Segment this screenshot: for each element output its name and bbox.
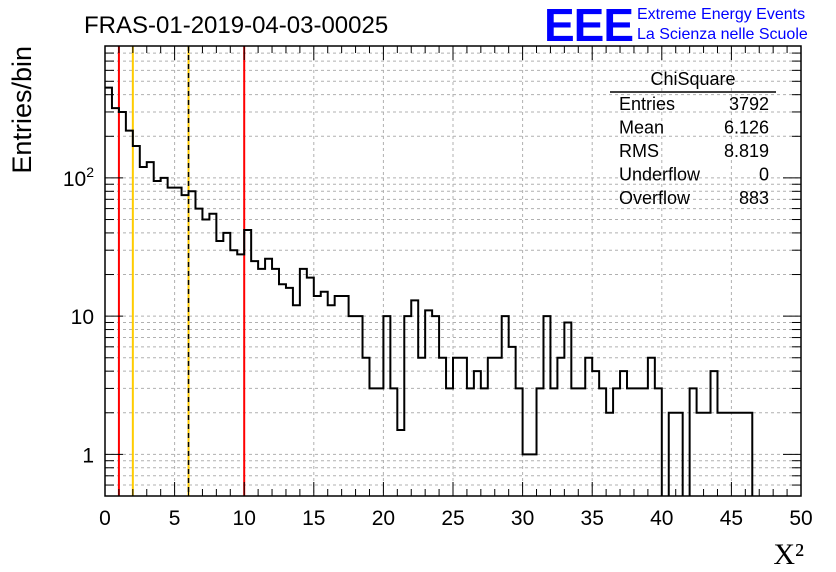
stats-label: Mean (619, 118, 664, 138)
stats-value: 6.126 (724, 118, 769, 138)
x-tick-label: 25 (441, 507, 464, 530)
x-tick-label: 20 (372, 507, 395, 530)
eee-logo: EEE Extreme Energy Events La Scienza nel… (544, 0, 834, 51)
tick-labels: 0 5 10 15 20 25 30 35 40 45 50 1 10 102 (63, 164, 813, 530)
logo-mark: EEE (544, 0, 634, 51)
stats-value: 3792 (729, 94, 769, 114)
x-axis-label: X² (773, 538, 804, 571)
stats-label: Underflow (619, 165, 701, 185)
y-tick-label: 1 (82, 444, 94, 467)
stats-rows: Entries 3792 Mean 6.126 RMS 8.819 Underflow 0 Ov… (619, 94, 769, 208)
stats-label: Entries (619, 94, 675, 114)
stats-label: RMS (619, 141, 659, 161)
y-axis-label: Entries/bin (7, 46, 37, 174)
stats-box: ChiSquare Entries 3792 Mean 6.126 RMS 8.819 Un… (610, 69, 776, 208)
logo-line-1: Extreme Energy Events (637, 6, 806, 23)
histogram (105, 86, 754, 496)
y-tick-label: 102 (63, 164, 94, 191)
axes (104, 45, 802, 497)
chart-title: FRAS-01-2019-04-03-00025 (84, 12, 388, 39)
x-tick-label: 50 (789, 507, 812, 530)
x-tick-label: 5 (169, 507, 181, 530)
stats-label: Overflow (619, 188, 691, 208)
stats-value: 0 (759, 165, 769, 185)
x-tick-label: 35 (581, 507, 604, 530)
threshold-lines (117, 46, 246, 496)
x-tick-label: 40 (650, 507, 673, 530)
x-tick-label: 0 (99, 507, 111, 530)
x-tick-label: 30 (511, 507, 534, 530)
stats-title: ChiSquare (650, 69, 735, 89)
x-tick-label: 15 (302, 507, 325, 530)
grid-lines (105, 46, 801, 496)
stats-value: 8.819 (724, 141, 769, 161)
y-tick-label: 10 (71, 306, 94, 329)
stats-value: 883 (739, 188, 769, 208)
x-tick-label: 10 (233, 507, 256, 530)
histogram-outline (105, 86, 754, 496)
logo-line-2: La Scienza nelle Scuole (637, 26, 808, 43)
x-tick-label: 45 (720, 507, 743, 530)
